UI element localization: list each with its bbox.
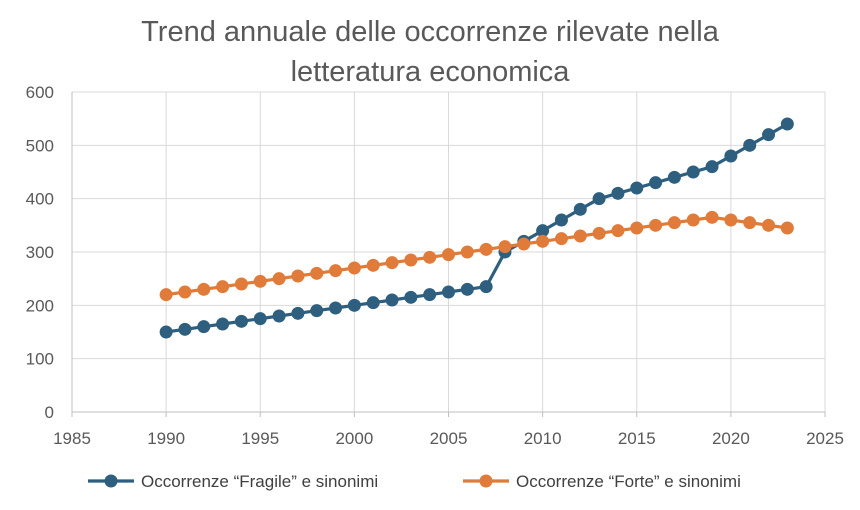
series-2-point (253, 274, 267, 288)
series-2-point (686, 213, 700, 227)
y-tick-label: 300 (26, 243, 54, 262)
series-1-point (216, 317, 230, 331)
series-2-point (479, 242, 493, 256)
series-1-point (442, 285, 455, 299)
x-tick-label: 2005 (430, 429, 468, 448)
x-tick-label: 2025 (806, 429, 844, 448)
series-2-point (178, 285, 192, 299)
series-1-point (423, 288, 437, 302)
series-1-point (385, 293, 399, 307)
series-2-point (366, 258, 380, 272)
y-tick-label: 400 (26, 190, 54, 209)
series-2-point (329, 264, 343, 278)
series-1-point (743, 138, 757, 152)
series-2-point (460, 245, 474, 259)
series-1-point (460, 282, 474, 296)
series-2-point (498, 240, 512, 254)
x-tick-label: 1995 (241, 429, 279, 448)
series-1-point (780, 117, 794, 131)
series-2-point (216, 280, 230, 294)
series-1-point (573, 202, 587, 216)
series-line-2 (165, 215, 788, 297)
series-1-point (592, 192, 606, 206)
series-1-point (404, 290, 418, 304)
series-2-point (536, 234, 550, 248)
y-tick-label: 200 (26, 296, 54, 315)
series-1-point (347, 298, 361, 312)
series-2-point (385, 256, 399, 270)
series-1-point (310, 304, 324, 318)
series-2-point (705, 210, 719, 224)
series-line-1 (165, 122, 789, 334)
series-2-point (347, 261, 361, 275)
series-1-point (536, 224, 550, 238)
x-tick-label: 2010 (524, 429, 562, 448)
series-1-point (159, 325, 173, 339)
series-2-point (234, 277, 248, 291)
series-1-point (197, 320, 211, 334)
series-1-point (178, 322, 192, 336)
series-2-point (724, 213, 738, 227)
series-1-point (630, 181, 644, 195)
series-1-point (272, 309, 286, 323)
y-tick-label: 0 (45, 403, 54, 422)
series-2-point (310, 266, 324, 280)
legend-marker-2 (479, 474, 493, 488)
series-2-point (780, 221, 794, 235)
x-tick-label: 2020 (712, 429, 750, 448)
series-2-point (272, 272, 286, 286)
series-1-point (649, 176, 663, 190)
series-2-point (197, 282, 211, 296)
chart-title-line-1: Trend annuale delle occorrenze rilevate … (141, 16, 719, 48)
series-1-point (705, 160, 719, 174)
series-2-point (649, 218, 663, 232)
series-2-point (592, 226, 606, 240)
series-1-point (686, 165, 700, 179)
series-1-point (479, 280, 493, 294)
series-1-point (554, 213, 568, 227)
series-1-point (366, 296, 380, 310)
series-2-point (554, 232, 568, 246)
series-1-point (667, 170, 681, 184)
legend-marker-1 (104, 474, 118, 488)
legend-label-1: Occorrenze “Fragile” e sinonimi (141, 472, 378, 491)
series-1-point (762, 128, 776, 142)
x-tick-label: 2015 (618, 429, 656, 448)
series-2-point (291, 269, 305, 283)
x-tick-label: 1990 (147, 429, 185, 448)
series-2-point (423, 250, 437, 264)
series-2-point (573, 229, 587, 243)
series-2-point (159, 288, 173, 302)
series-2-point (442, 248, 455, 262)
series-2-point (630, 221, 644, 235)
y-tick-label: 500 (26, 136, 54, 155)
series-2-point (762, 218, 776, 232)
series-1-point (724, 149, 738, 163)
series-2-point (743, 216, 757, 230)
series-2-point (611, 224, 625, 238)
legend-label-2: Occorrenze “Forte” e sinonimi (516, 472, 741, 491)
series-1-point (329, 301, 343, 315)
series-2-point (667, 216, 681, 230)
x-tick-label: 1985 (53, 429, 91, 448)
series-1-point (611, 186, 625, 200)
series-1-point (253, 312, 267, 326)
series-1-point (234, 314, 248, 328)
series-2-point (517, 237, 531, 251)
series-2-point (404, 253, 418, 267)
chart-title-line-2: letteratura economica (290, 56, 570, 88)
y-tick-label: 600 (26, 83, 54, 102)
y-tick-label: 100 (26, 350, 54, 369)
x-tick-label: 2000 (335, 429, 373, 448)
series-1-point (291, 306, 305, 320)
